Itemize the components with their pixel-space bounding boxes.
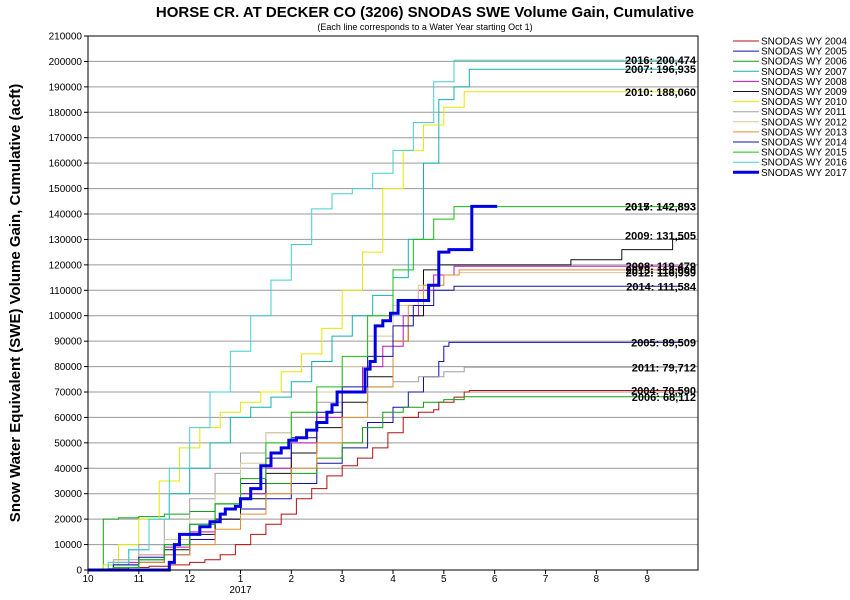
legend-entry: SNODAS WY 2013: [761, 127, 847, 138]
y-tick-label: 0: [76, 566, 82, 577]
legend-entry: SNODAS WY 2006: [761, 57, 847, 68]
y-tick-label: 180000: [49, 108, 83, 119]
y-tick-label: 200000: [49, 57, 83, 68]
series-end-label: 2013: 118,000: [626, 265, 696, 277]
x-tick-label: 4: [390, 574, 396, 585]
legend-entry: SNODAS WY 2014: [761, 138, 847, 149]
y-axis-ticks: 0 10000 20000 30000 40000 50000 60000 70000 8000…: [49, 32, 88, 577]
series-end-label: 2006: 68,112: [632, 392, 696, 404]
series-line: [88, 285, 683, 571]
y-tick-label: 110000: [49, 286, 82, 297]
legend-entry: SNODAS WY 2012: [761, 117, 847, 128]
y-tick-label: 60000: [54, 413, 82, 424]
x-tick-label: 7: [543, 574, 549, 585]
series-end-label: 2009: 131,505: [625, 231, 696, 243]
legend-entry: SNODAS WY 2017: [761, 168, 847, 179]
x-tick-label: 6: [492, 574, 498, 585]
y-tick-label: 100000: [49, 311, 83, 322]
x-tick-label: 11: [134, 574, 145, 585]
y-tick-label: 10000: [54, 540, 82, 551]
series-end-label: 2010: 188,060: [625, 87, 696, 99]
y-tick-label: 90000: [54, 337, 82, 348]
y-tick-label: 150000: [49, 184, 83, 195]
legend-entry: SNODAS WY 2016: [761, 158, 847, 169]
plot-frame: [87, 35, 699, 571]
y-tick-label: 70000: [54, 388, 82, 399]
legend-entry: SNODAS WY 2011: [761, 107, 847, 118]
series-line: [88, 265, 683, 571]
y-tick-label: 20000: [54, 515, 82, 526]
x-tick-label: 12: [184, 574, 196, 585]
series-end-label: 2004: 70,590: [631, 385, 696, 397]
y-tick-label: 170000: [49, 133, 83, 144]
y-tick-label: 160000: [49, 159, 83, 170]
legend-entry: SNODAS WY 2007: [761, 67, 847, 78]
y-axis-label: Snow Water Equivalent (SWE) Volume Gain,…: [7, 84, 24, 522]
legend-entry: SNODAS WY 2004: [761, 37, 847, 48]
chart-subtitle: (Each line corresponds to a Water Year s…: [317, 22, 532, 32]
series-end-label: 2005: 89,509: [631, 337, 696, 349]
y-tick-label: 140000: [49, 210, 83, 221]
series-end-label: 2008: 119,479: [626, 261, 696, 273]
series-line: [88, 59, 683, 571]
y-tick-label: 80000: [54, 362, 82, 373]
y-tick-label: 30000: [54, 489, 82, 500]
series-line: [88, 206, 683, 571]
legend-entry: SNODAS WY 2009: [761, 87, 847, 98]
x-year-label: 2017: [229, 585, 252, 596]
series-line: [88, 272, 683, 571]
legend-entry: SNODAS WY 2005: [761, 47, 847, 58]
series-line: [88, 235, 684, 571]
series-end-label: 2017: 142,893: [625, 201, 696, 213]
y-tick-label: 210000: [49, 32, 83, 43]
series-lines: [88, 59, 684, 572]
y-tick-label: 120000: [49, 260, 83, 271]
x-tick-label: 10: [82, 574, 94, 585]
y-tick-label: 190000: [49, 82, 83, 93]
series-end-label: 2014: 111,584: [626, 281, 697, 293]
x-tick-label: 5: [441, 574, 447, 585]
y-tick-label: 40000: [54, 464, 82, 475]
series-line: [88, 204, 498, 572]
legend-entry: SNODAS WY 2008: [761, 77, 847, 88]
x-tick-label: 9: [644, 574, 650, 585]
series-end-label: 2011: 79,712: [632, 362, 696, 374]
y-tick-label: 130000: [49, 235, 83, 246]
chart-title: HORSE CR. AT DECKER CO (3206) SNODAS SWE…: [156, 4, 694, 21]
series-end-label: 2012: 116,959: [626, 268, 696, 280]
series-end-label: 2016: 200,474: [625, 55, 697, 67]
legend-entry: SNODAS WY 2015: [761, 148, 847, 159]
y-tick-label: 50000: [54, 438, 82, 449]
series-line: [88, 390, 683, 571]
x-tick-label: 8: [594, 574, 600, 585]
x-tick-label: 3: [339, 574, 345, 585]
legend-entry: SNODAS WY 2010: [761, 97, 847, 108]
end-labels: 2004: 70,590 2005: 89,509 2006: 68,112 2007…: [625, 55, 697, 404]
series-line: [88, 269, 683, 571]
series-end-label: 2015: 142,893: [625, 202, 696, 214]
x-tick-label: 2: [289, 574, 295, 585]
series-end-label: 2007: 196,935: [625, 64, 696, 76]
x-tick-label: 1: [238, 574, 244, 585]
